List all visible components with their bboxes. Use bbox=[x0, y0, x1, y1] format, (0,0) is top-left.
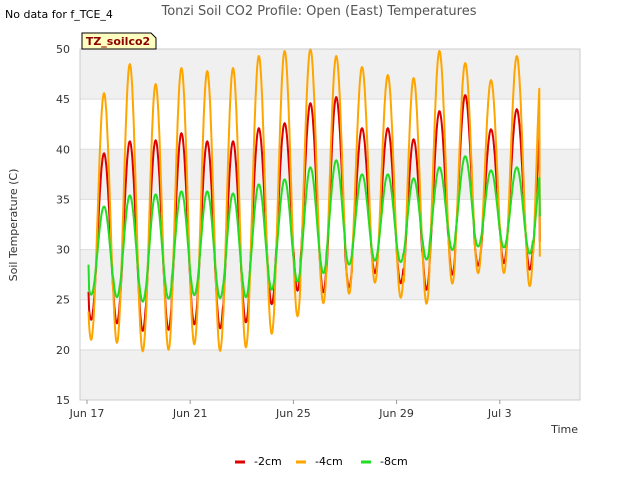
no-data-note: No data for f_TCE_4 bbox=[5, 8, 113, 21]
plot-area bbox=[79, 48, 581, 401]
badge-shape bbox=[81, 32, 157, 50]
legend-label: -8cm bbox=[380, 455, 408, 468]
y-tick-label: 40 bbox=[56, 143, 70, 156]
legend: -2cm -4cm -8cm bbox=[235, 455, 408, 468]
badge-label: TZ_soilco2 bbox=[86, 35, 150, 48]
y-tick-label: 35 bbox=[56, 193, 70, 206]
plot-border bbox=[79, 48, 581, 401]
x-tick-label: Jun 17 bbox=[69, 407, 105, 420]
x-axis-label: Time bbox=[550, 423, 578, 436]
band bbox=[80, 49, 580, 100]
chart-title: Tonzi Soil CO2 Profile: Open (East) Temp… bbox=[160, 4, 476, 19]
y-axis-label: Soil Temperature (C) bbox=[7, 169, 20, 282]
dataset-badge: TZ_soilco2 bbox=[81, 32, 157, 50]
legend-label: -2cm bbox=[254, 455, 282, 468]
legend-label: -4cm bbox=[315, 455, 343, 468]
x-tick-label: Jun 29 bbox=[378, 407, 414, 420]
y-axis-ticks: 15 20 25 30 35 40 45 50 bbox=[56, 43, 70, 407]
series-layer bbox=[87, 48, 541, 353]
y-tick-label: 20 bbox=[56, 344, 70, 357]
y-tick-label: 50 bbox=[56, 43, 70, 56]
x-tick-label: Jun 25 bbox=[275, 407, 311, 420]
x-axis-ticks: Jun 17 Jun 21 Jun 25 Jun 29 Jul 3 bbox=[69, 400, 512, 420]
x-tick-label: Jul 3 bbox=[487, 407, 512, 420]
y-tick-label: 15 bbox=[56, 394, 70, 407]
y-tick-label: 45 bbox=[56, 93, 70, 106]
series-line-minus-8cm bbox=[87, 155, 541, 303]
y-tick-label: 25 bbox=[56, 294, 70, 307]
band bbox=[80, 349, 580, 400]
y-tick-label: 30 bbox=[56, 244, 70, 257]
x-tick-label: Jun 21 bbox=[172, 407, 208, 420]
plot-background bbox=[80, 49, 580, 400]
